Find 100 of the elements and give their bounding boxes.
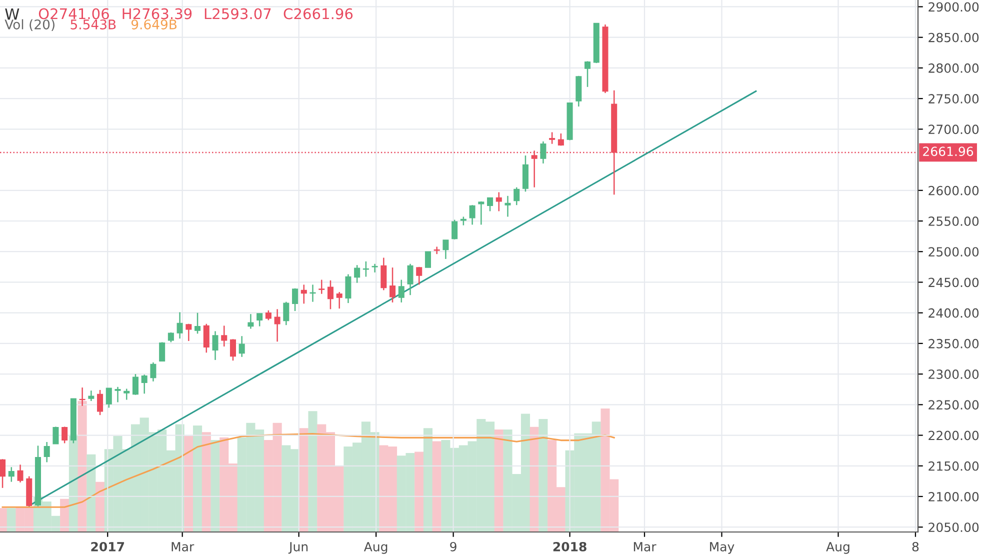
annotation: 5.543B: [70, 19, 116, 30]
y-tick-label: 2400.00: [928, 308, 979, 318]
candlestick: [274, 308, 280, 342]
bar: [538, 418, 548, 532]
x-tick-label: Jun: [288, 542, 308, 554]
candlestick: [176, 312, 183, 340]
y-tick-label: 2450.00: [928, 278, 979, 288]
x-tick-label: 2018: [553, 542, 586, 552]
candlestick: [478, 200, 484, 226]
candlestick: [336, 291, 342, 310]
y-tick-label: 2750.00: [928, 94, 979, 104]
candlestick: [265, 310, 272, 321]
candlestick: [283, 301, 290, 326]
bar: [432, 441, 442, 532]
annotation: 9.649B: [131, 19, 177, 30]
bar: [60, 498, 70, 532]
bar: [423, 428, 433, 532]
candlestick: [452, 219, 458, 240]
y-tick-label: 2250.00: [928, 400, 979, 410]
candlestick: [487, 197, 494, 212]
x-tick-label: Aug: [364, 542, 388, 554]
candlestick: [390, 266, 396, 304]
candlestick: [8, 466, 14, 482]
candlestick: [424, 251, 431, 268]
candlestick: [248, 313, 254, 330]
candlestick: [212, 330, 218, 361]
bar: [210, 440, 220, 532]
candlestick: [203, 323, 210, 354]
y-tick-label: 2900.00: [928, 2, 979, 12]
candlestick: [256, 312, 263, 327]
ref-line-label: 2661.96: [923, 146, 974, 156]
candlestick: [159, 342, 166, 362]
y-tick-label: 2300.00: [928, 370, 979, 379]
annotation: O2741.06: [38, 8, 109, 20]
y-tick-label: 2850.00: [928, 32, 979, 42]
candlestick: [522, 154, 528, 192]
candlestick: [442, 239, 449, 260]
candlestick: [88, 390, 94, 402]
y-tick-label: 2700.00: [928, 124, 979, 134]
x-tick-label: 8: [912, 542, 919, 552]
bar: [86, 454, 96, 532]
bar: [193, 426, 202, 532]
chart-title: W: [5, 8, 20, 20]
candlestick: [504, 195, 511, 218]
candlestick: [106, 388, 112, 408]
candlestick: [194, 312, 201, 334]
y-tick-label: 2800.00: [928, 63, 979, 73]
candlestick: [62, 426, 68, 444]
candlestick: [416, 266, 422, 286]
candlestick: [17, 464, 24, 484]
bar: [414, 452, 424, 532]
candlestick: [97, 389, 104, 416]
candlestick: [469, 204, 476, 226]
y-tick-label: 2050.00: [928, 522, 979, 532]
candlestick: [186, 323, 192, 342]
y-tick-label: 2500.00: [928, 247, 979, 257]
candlestick: [300, 284, 307, 304]
y-tick-label: 2100.00: [928, 492, 979, 502]
candlestick: [327, 280, 334, 310]
candlestick: [310, 284, 316, 302]
y-tick-label: 2550.00: [928, 216, 979, 226]
annotation: C2661.96: [284, 8, 353, 20]
candlestick: [372, 263, 378, 274]
candlestick: [230, 338, 236, 362]
candlestick: [549, 132, 556, 144]
candlestick: [141, 374, 148, 394]
candlestick: [345, 274, 352, 304]
candlestick: [398, 279, 404, 304]
bar: [308, 411, 318, 532]
annotation: H2763.39: [122, 8, 192, 20]
x-tick-label: 2017: [91, 542, 124, 552]
candlestick: [150, 362, 156, 382]
x-tick-label: Aug: [826, 542, 850, 554]
candlestick: [496, 192, 502, 212]
x-tick-label: Mar: [172, 542, 194, 552]
candlestick: [407, 263, 414, 296]
candlestick: [114, 386, 121, 403]
annotation: Vol (20): [4, 19, 54, 31]
candlestick: [354, 264, 360, 284]
bar: [184, 436, 194, 532]
y-tick-label: 2200.00: [928, 430, 979, 440]
candlestick: [514, 186, 520, 206]
annotation: L2593.07: [204, 8, 271, 20]
candlestick: [132, 373, 138, 396]
candlestick: [380, 257, 387, 291]
y-tick-label: 2600.00: [928, 186, 979, 196]
candlestick: [540, 140, 546, 164]
candlestick: [558, 132, 564, 146]
y-tick-label: 2350.00: [928, 338, 979, 348]
candlestick: [292, 288, 298, 312]
candlestick: [238, 335, 245, 358]
candlestick: [318, 279, 325, 294]
x-tick-label: Mar: [634, 542, 656, 552]
candlestick: [221, 325, 228, 348]
candlestick: [52, 426, 59, 444]
y-tick-label: 2150.00: [928, 461, 979, 471]
candlestick: [44, 441, 50, 463]
candlestick: [124, 388, 130, 400]
candlestick: [584, 60, 591, 88]
candlestick: [0, 458, 6, 489]
